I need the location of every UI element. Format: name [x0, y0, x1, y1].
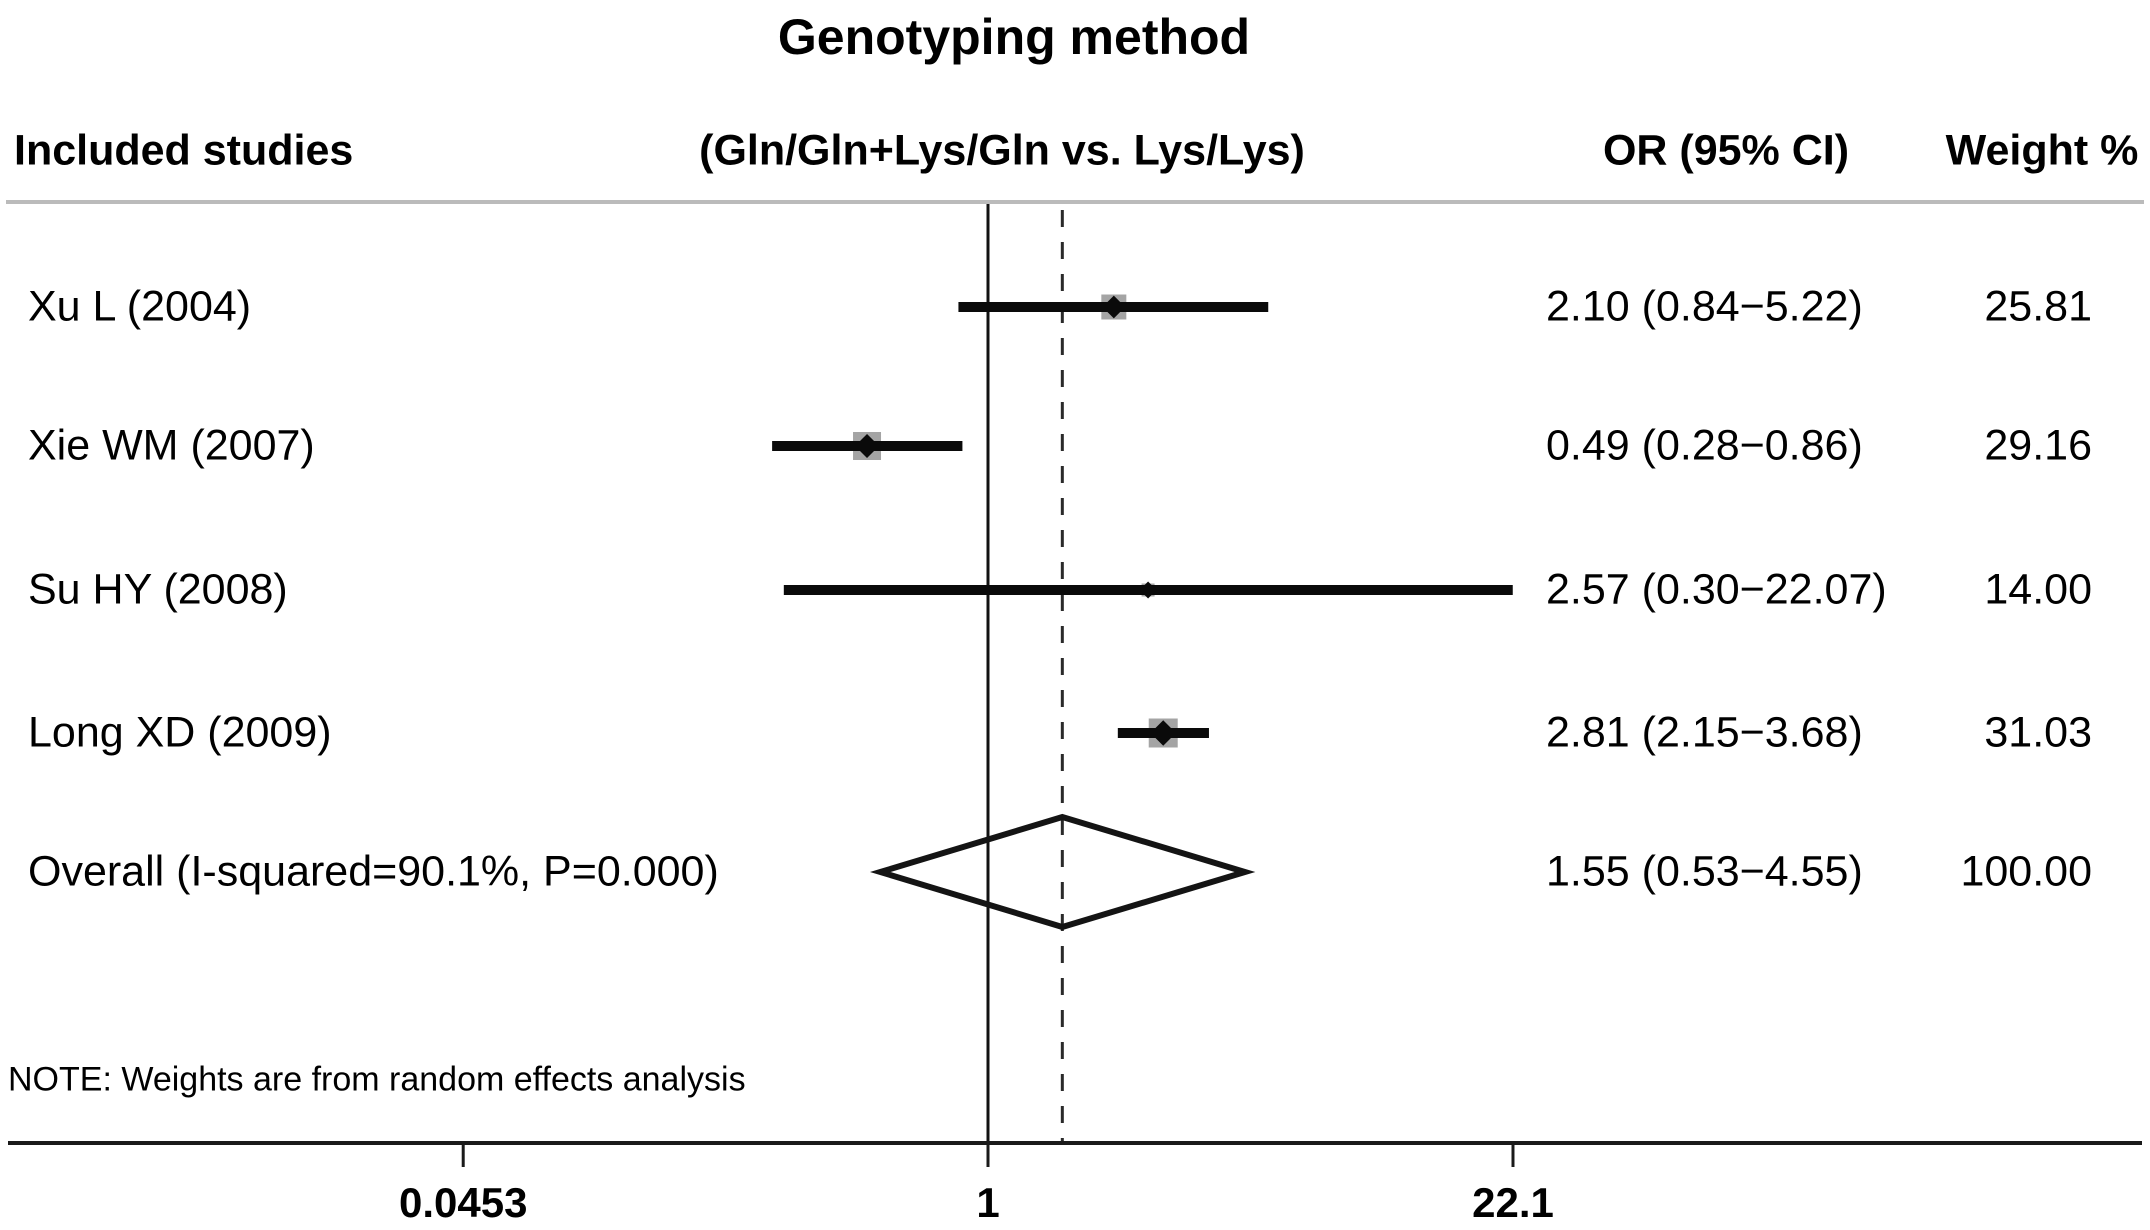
- or-ci-value: 2.81 (2.15−3.68): [1546, 708, 1863, 757]
- overall-label: Overall (I-squared=90.1%, P=0.000): [28, 847, 719, 896]
- study-label: Xu L (2004): [28, 282, 252, 331]
- weight-value: 25.81: [1984, 282, 2092, 331]
- chart-title: Genotyping method: [777, 9, 1251, 65]
- weight-value: 14.00: [1984, 565, 2092, 614]
- axis-tick-label: 1: [976, 1179, 1000, 1226]
- overall-diamond: [869, 813, 1256, 931]
- weight-value: 100.00: [1960, 847, 2092, 896]
- column-header-or-ci: OR (95% CI): [1602, 126, 1850, 175]
- or-ci-value: 2.10 (0.84−5.22): [1546, 282, 1863, 331]
- study-label: Su HY (2008): [28, 565, 288, 614]
- weight-value: 31.03: [1984, 708, 2092, 757]
- column-header-weight: Weight %: [1945, 126, 2139, 175]
- or-ci-value: 1.55 (0.53−4.55): [1546, 847, 1863, 896]
- column-header-comparison: (Gln/Gln+Lys/Gln vs. Lys/Lys): [699, 126, 1305, 175]
- point-estimate-marker: [1102, 295, 1126, 319]
- axis-tick-label: 0.0453: [398, 1179, 528, 1226]
- study-label: Xie WM (2007): [28, 421, 315, 470]
- header-divider: [6, 200, 2144, 204]
- axis-tick-label: 22.1: [1472, 1179, 1554, 1226]
- column-header-included-studies: Included studies: [14, 126, 354, 175]
- or-ci-value: 2.57 (0.30−22.07): [1546, 565, 1887, 614]
- note-text: NOTE: Weights are from random effects an…: [8, 1060, 746, 1099]
- point-estimate-marker: [1139, 581, 1157, 599]
- weight-value: 29.16: [1984, 421, 2092, 470]
- study-label: Long XD (2009): [28, 708, 332, 757]
- or-ci-value: 0.49 (0.28−0.86): [1546, 421, 1863, 470]
